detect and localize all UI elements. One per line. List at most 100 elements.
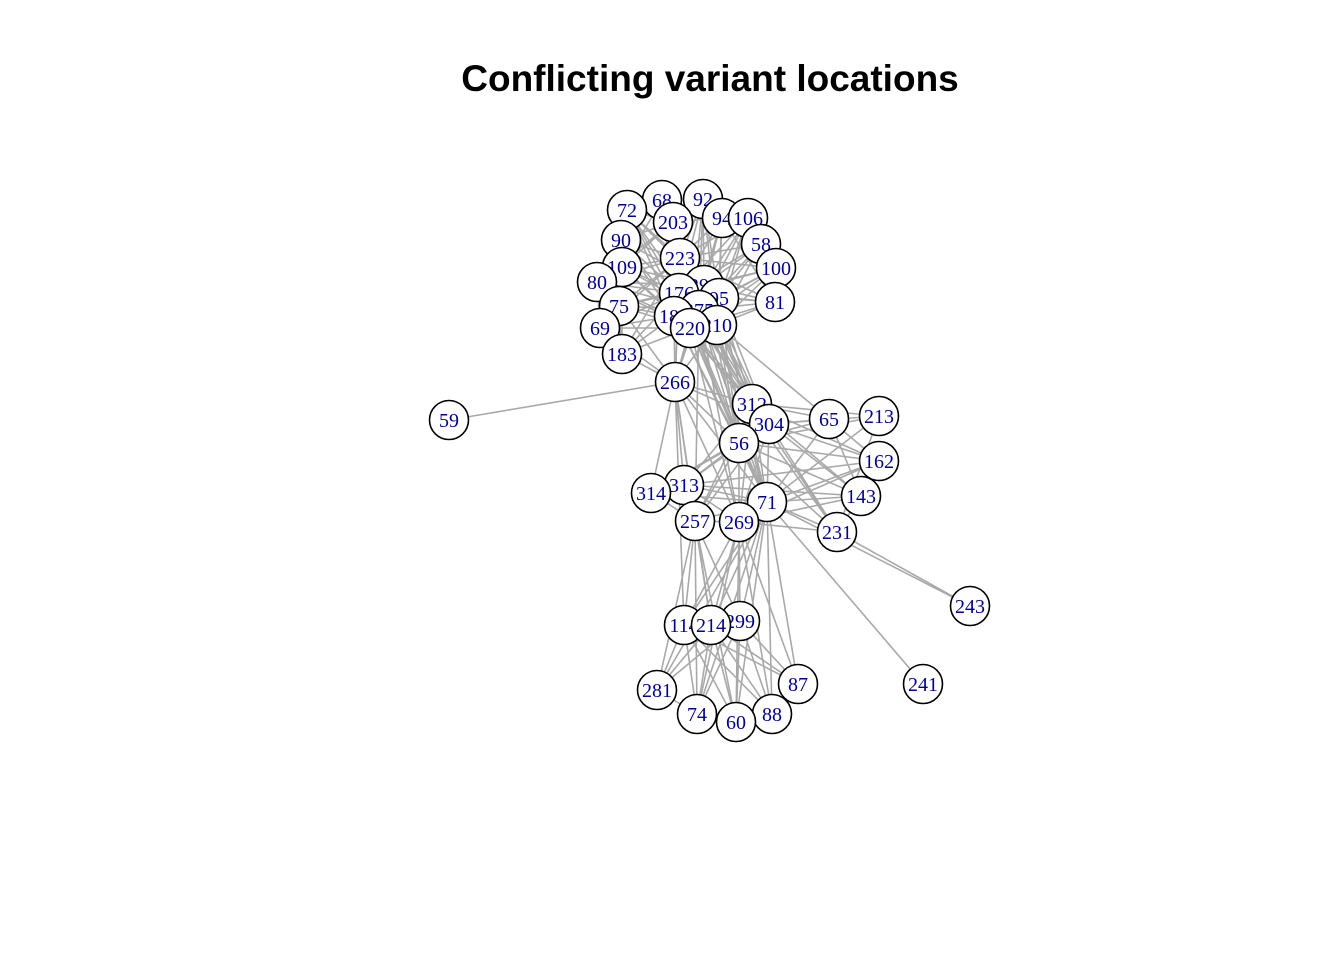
node-label: 65 [819, 409, 839, 431]
node-60: 60 [715, 701, 757, 743]
node-71: 71 [746, 481, 788, 523]
node-183: 183 [601, 333, 643, 375]
node-circle [669, 307, 711, 349]
edge-266-59 [448, 381, 676, 421]
edge-269-87 [738, 521, 799, 685]
node-label: 314 [636, 483, 666, 505]
node-label: 243 [955, 596, 985, 618]
node-label: 100 [761, 258, 791, 280]
edge-231-243 [836, 531, 971, 607]
node-label: 56 [729, 433, 749, 455]
node-162: 162 [858, 440, 900, 482]
node-label: 87 [788, 674, 808, 696]
node-circle [718, 422, 760, 464]
node-circle [777, 663, 819, 705]
node-203: 203 [652, 201, 694, 243]
node-label: 313 [669, 475, 699, 497]
node-241: 241 [902, 663, 944, 705]
node-213: 213 [858, 395, 900, 437]
node-label: 71 [757, 492, 777, 514]
node-74: 74 [676, 693, 718, 735]
node-label: 281 [642, 680, 672, 702]
chart-title: Conflicting variant locations [461, 58, 959, 99]
node-label: 88 [762, 704, 782, 726]
node-label: 60 [726, 712, 746, 734]
node-circle [754, 281, 796, 323]
edge-257-281 [656, 520, 696, 691]
node-label: 220 [675, 318, 705, 340]
node-label: 162 [864, 451, 894, 473]
node-circle [808, 398, 850, 440]
node-label: 94 [712, 208, 732, 230]
node-label: 203 [658, 212, 688, 234]
node-87: 87 [777, 663, 819, 705]
node-label: 257 [680, 511, 710, 533]
node-label: 241 [908, 674, 938, 696]
edge-210-65 [716, 324, 830, 420]
node-layer: 6892722039410690582231001098029017695817… [428, 178, 991, 743]
node-circle [676, 693, 718, 735]
node-231: 231 [816, 511, 858, 553]
edge-56-143 [738, 442, 862, 497]
edge-71-241 [766, 501, 924, 685]
node-label: 90 [611, 230, 631, 252]
node-circle [858, 440, 900, 482]
edge-56-162 [738, 442, 880, 462]
node-circle [902, 663, 944, 705]
edge-275-269 [698, 309, 740, 523]
node-220: 220 [669, 307, 711, 349]
node-circle [579, 307, 621, 349]
node-72: 72 [606, 189, 648, 231]
edge-220-269 [689, 327, 740, 523]
node-label: 213 [864, 406, 894, 428]
node-label: 72 [617, 200, 637, 222]
node-circle [636, 669, 678, 711]
node-circle [748, 403, 790, 445]
node-281: 281 [636, 669, 678, 711]
node-circle [746, 481, 788, 523]
node-label: 74 [687, 704, 707, 726]
node-circle [949, 585, 991, 627]
node-circle [690, 604, 732, 646]
node-label: 269 [724, 512, 754, 534]
node-269: 269 [718, 501, 760, 543]
node-circle [718, 501, 760, 543]
node-214: 214 [690, 604, 732, 646]
node-100: 100 [755, 247, 797, 289]
node-label: 223 [665, 248, 695, 270]
node-circle [840, 475, 882, 517]
edge-313-162 [683, 460, 880, 486]
node-65: 65 [808, 398, 850, 440]
node-label: 231 [822, 522, 852, 544]
node-label: 299 [725, 611, 755, 633]
node-label: 214 [696, 615, 726, 637]
node-label: 266 [660, 372, 690, 394]
node-label: 75 [609, 296, 629, 318]
node-circle [715, 701, 757, 743]
node-143: 143 [840, 475, 882, 517]
node-314: 314 [630, 472, 672, 514]
node-label: 304 [754, 414, 784, 436]
edge-71-87 [766, 501, 799, 685]
edge-71-243 [766, 501, 971, 607]
edge-213-231 [836, 415, 880, 533]
node-69: 69 [579, 307, 621, 349]
node-223: 223 [659, 237, 701, 279]
edge-56-231 [738, 442, 838, 533]
node-circle [654, 361, 696, 403]
node-circle [816, 511, 858, 553]
node-label: 80 [587, 272, 607, 294]
node-266: 266 [654, 361, 696, 403]
edge-304-231 [768, 423, 838, 533]
edge-213-71 [766, 415, 880, 503]
node-59: 59 [428, 399, 470, 441]
node-label: 183 [607, 344, 637, 366]
node-88: 88 [751, 693, 793, 735]
node-304: 304 [748, 403, 790, 445]
node-circle [630, 472, 672, 514]
node-label: 59 [439, 410, 459, 432]
node-circle [858, 395, 900, 437]
node-257: 257 [674, 500, 716, 542]
node-81: 81 [754, 281, 796, 323]
